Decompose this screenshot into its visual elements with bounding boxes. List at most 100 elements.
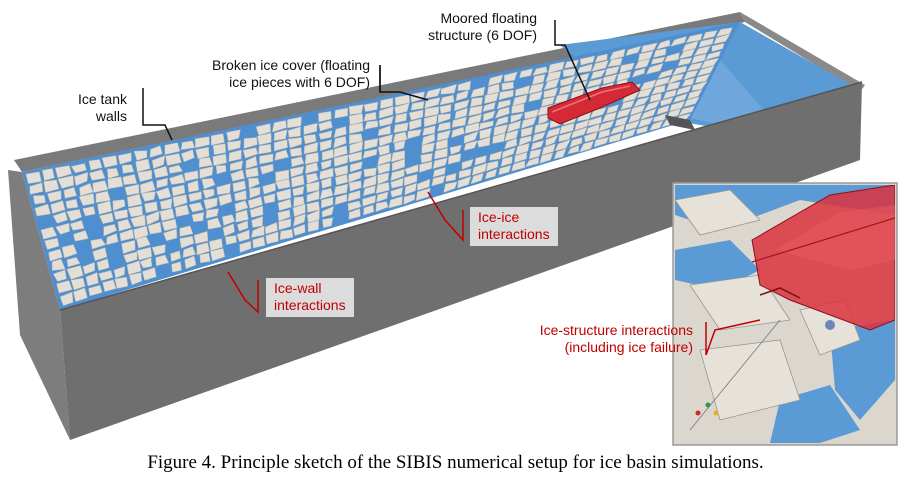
ice-floe	[602, 73, 618, 85]
ice-floe	[101, 155, 118, 168]
ice-floe	[470, 86, 486, 98]
ice-floe	[560, 75, 576, 87]
ice-floe	[210, 248, 226, 262]
ice-floe	[155, 254, 170, 267]
ice-floe	[277, 198, 292, 211]
ice-floe	[390, 177, 404, 189]
ice-floe	[616, 108, 632, 119]
ice-floe	[485, 160, 499, 172]
ice-floe	[121, 164, 135, 174]
ice-floe	[637, 117, 654, 128]
ice-floe	[514, 151, 528, 164]
ice-floe	[334, 107, 348, 119]
ice-floe	[126, 260, 142, 275]
ice-floe	[616, 71, 632, 82]
ice-floe	[696, 65, 715, 77]
ice-floe	[292, 213, 306, 227]
ice-floe	[199, 166, 214, 179]
ice-floe	[562, 68, 577, 78]
ice-floe	[119, 228, 135, 242]
ice-floe	[348, 104, 364, 116]
ice-floe	[216, 183, 231, 196]
ice-floe	[135, 158, 151, 173]
ice-floe	[461, 158, 474, 170]
ice-floe	[471, 162, 488, 176]
ice-floe	[195, 146, 210, 160]
ice-floe	[524, 109, 540, 120]
ice-floe	[90, 238, 107, 250]
ice-floe	[172, 194, 188, 208]
ice-floe	[501, 146, 516, 159]
ice-floe	[492, 132, 506, 144]
ice-floe	[531, 73, 546, 85]
ice-floe	[123, 251, 138, 264]
ice-floe	[66, 265, 84, 280]
ice-floe	[573, 72, 590, 83]
ice-floe	[257, 132, 272, 146]
ice-floe	[511, 160, 526, 172]
ice-floe	[645, 62, 664, 75]
ice-floe	[435, 138, 448, 151]
ice-floe	[586, 78, 603, 88]
ice-floe	[421, 133, 436, 146]
ice-floe	[479, 127, 493, 140]
ice-floe	[498, 164, 512, 176]
ice-floe	[518, 135, 532, 147]
ice-floe	[598, 120, 615, 133]
ice-floe	[222, 223, 235, 237]
ice-floe	[678, 105, 695, 116]
ice-floe	[625, 45, 642, 57]
ice-floe	[606, 104, 620, 114]
ice-floe	[248, 177, 260, 189]
ice-floe	[251, 216, 263, 228]
ice-floe	[636, 87, 653, 99]
inset-zoom-view	[672, 182, 898, 446]
ice-floe	[639, 79, 657, 91]
ice-floe	[124, 183, 140, 196]
ice-floe	[594, 53, 608, 63]
ice-floe	[334, 193, 348, 206]
ice-floe	[78, 193, 95, 206]
ice-floe	[133, 150, 148, 161]
ice-floe	[210, 133, 225, 146]
ice-floe	[363, 101, 379, 112]
ice-floe	[528, 148, 542, 160]
ice-floe	[394, 112, 408, 124]
ice-floe	[259, 163, 274, 175]
ice-floe	[264, 221, 278, 235]
ice-floe	[363, 167, 377, 178]
ice-floe	[303, 122, 318, 135]
ice-floe	[636, 125, 649, 135]
ice-floe	[52, 269, 67, 282]
ice-floe	[117, 152, 132, 165]
ice-floe	[545, 70, 562, 83]
ice-floe	[307, 220, 319, 233]
ice-floe	[390, 150, 406, 163]
ice-floe	[683, 70, 699, 81]
ice-floe	[609, 48, 626, 61]
ice-floe	[54, 165, 73, 179]
ice-floe	[333, 126, 347, 138]
broken-ice-label: Broken ice cover (floating ice pieces wi…	[212, 57, 370, 91]
ice-floe	[640, 42, 658, 53]
near-wall	[8, 170, 70, 440]
ice-floe	[440, 83, 457, 95]
ice-floe	[348, 151, 362, 163]
ice-floe	[180, 149, 195, 163]
ice-floe	[202, 188, 215, 199]
ice-floe	[678, 48, 696, 60]
ice-floe	[543, 87, 559, 99]
tank-walls-label: Ice tank walls	[78, 91, 127, 125]
ice-floe	[303, 134, 317, 145]
ice-floe	[57, 175, 75, 189]
ice-floe	[643, 100, 661, 112]
ice-floe	[171, 184, 186, 197]
ice-floe	[691, 53, 707, 64]
ice-floe	[545, 134, 559, 147]
ice-floe	[500, 156, 513, 167]
ice-floe	[489, 150, 503, 161]
ice-floe	[534, 122, 550, 134]
ice-floe	[136, 246, 153, 261]
ice-floes	[25, 27, 733, 306]
